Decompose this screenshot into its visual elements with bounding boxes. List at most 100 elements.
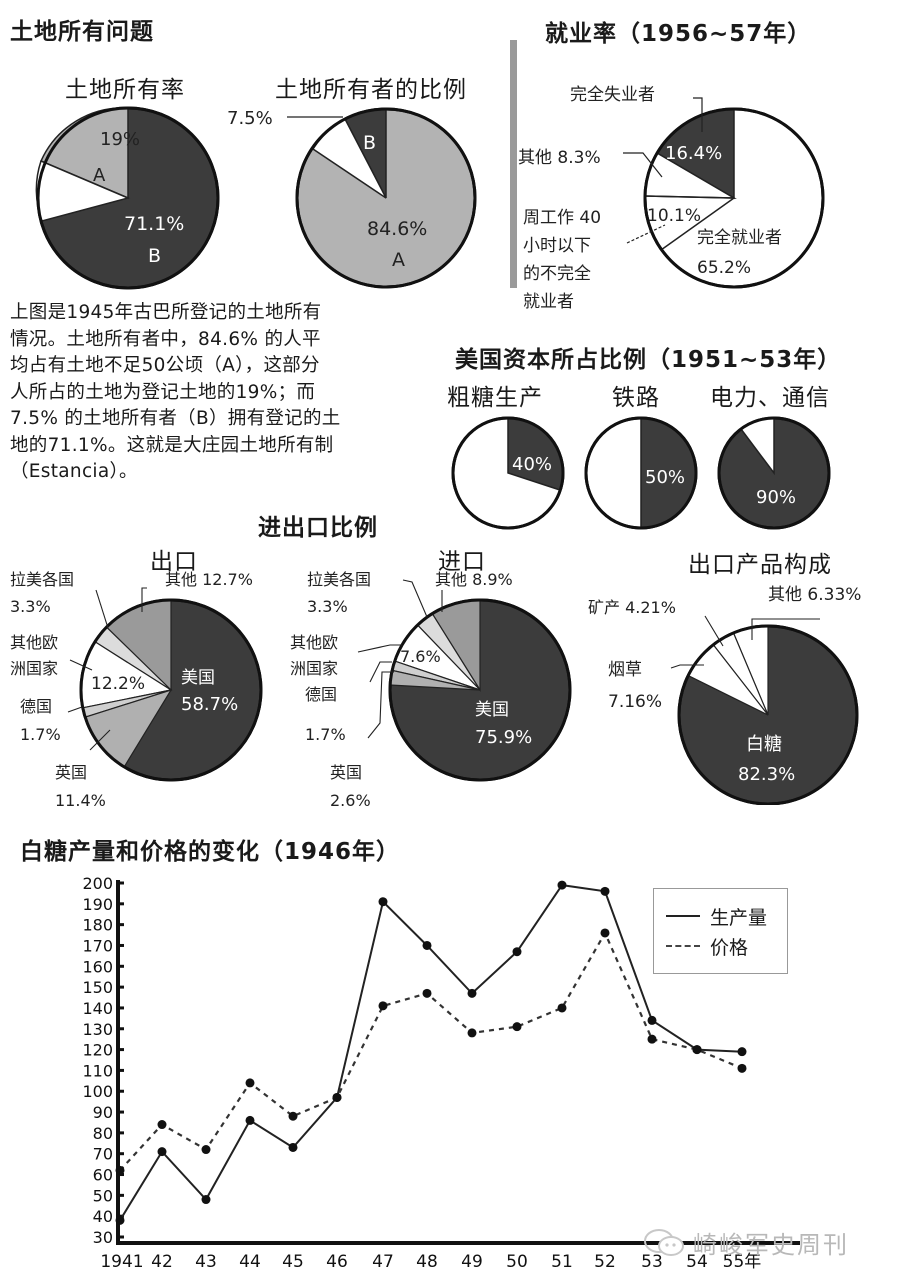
svg-text:70: 70 [93,1145,113,1164]
trade-title: 进出口比例 [258,515,378,541]
export-other-eu-pct: 12.2% [91,674,145,694]
pie2-b-callout: 7.5% [227,108,273,129]
sugar-chart-title: 白糖产量和价格的变化（1946年） [20,839,401,865]
svg-text:45: 45 [282,1252,304,1272]
export-latam-pct: 3.3% [10,597,51,616]
paragraph-line: 均占有土地不足50公顷（A），这部分 [10,355,320,376]
underemployed-label-3: 的不完全 [523,264,591,284]
underemployed-label-4: 就业者 [523,292,574,312]
import-other-eu-pct: 7.6% [400,647,441,666]
svg-text:53: 53 [641,1252,663,1272]
svg-text:180: 180 [82,916,113,935]
svg-text:120: 120 [82,1041,113,1060]
svg-text:55年: 55年 [723,1252,762,1272]
underemployed-label-1: 周工作 40 [523,208,601,228]
other-export-label: 其他 6.33% [768,585,861,605]
paragraph-line: 地的71.1%。这就是大庄园土地所有制 [10,434,334,456]
employment-pie: 完全失业者 16.4% 其他 8.3% 10.1% 周工作 40 小时以下 的不… [518,85,825,312]
land-section-title: 土地所有问题 [10,19,154,45]
pie1-b-label: B [148,245,161,267]
power-us-pct: 90% [756,487,796,508]
pie1-a-pct: 19% [100,129,140,150]
pie1-a-label: A [93,165,106,186]
svg-text:190: 190 [82,895,113,914]
svg-text:51: 51 [551,1252,573,1272]
export-other-label: 其他 12.7% [165,570,253,589]
export-germany-pct: 1.7% [20,725,61,744]
us-capital-title: 美国资本所占比例（1951~53年） [455,347,842,373]
export-latam-label: 拉美各国 [10,570,74,589]
price-line [119,930,743,1172]
svg-text:44: 44 [239,1252,261,1272]
sugar-export-label: 白糖 [746,734,782,755]
legend-price: 价格 [654,931,787,961]
wechat-icon [644,1228,684,1256]
svg-text:54: 54 [686,1252,708,1272]
svg-text:90: 90 [93,1103,113,1122]
paragraph-line: 7.5% 的土地所有者（B）拥有登记的土 [10,408,341,429]
legend-price-label: 价格 [710,936,749,959]
underemployed-label-2: 小时以下 [523,236,591,256]
us-capital-power-pie: 90% [717,416,831,530]
unemployed-label: 完全失业者 [570,85,655,105]
import-other-eu-label-2: 洲国家 [290,659,338,678]
import-usa-label: 美国 [475,700,509,720]
svg-text:49: 49 [461,1252,483,1272]
pie2-a-label: A [392,249,405,271]
mineral-export-label: 矿产 4.21% [588,598,676,617]
import-latam-label: 拉美各国 [307,570,371,589]
import-germany-label: 德国 [305,685,337,704]
svg-text:50: 50 [93,1186,113,1205]
svg-text:100: 100 [82,1082,113,1101]
paragraph-line: 情况。土地所有者中，84.6% 的人平 [10,328,321,350]
import-title: 进口 [438,549,486,575]
legend-production-label: 生产量 [710,906,768,929]
svg-text:50: 50 [506,1252,528,1272]
svg-text:30: 30 [93,1228,113,1247]
paragraph-line: 上图是1945年古巴所登记的土地所有 [10,302,322,323]
export-usa-label: 美国 [181,668,215,688]
svg-text:140: 140 [82,999,113,1018]
svg-text:200: 200 [82,874,113,893]
employed-pct: 65.2% [697,258,751,278]
sugar-us-pct: 40% [512,454,552,475]
import-other-eu-label-1: 其他欧 [290,633,338,652]
landowner-ratio-title: 土地所有者的比例 [275,77,467,103]
import-uk-label: 英国 [330,763,362,782]
svg-text:60: 60 [93,1166,113,1185]
us-capital-label-power: 电力、通信 [710,385,830,411]
import-usa-pct: 75.9% [475,727,532,748]
import-pie: 美国 75.9% 7.6% 拉美各国 3.3% 其他 8.9% 其他欧 洲国家 … [290,570,572,810]
svg-text:170: 170 [82,936,113,955]
export-pie: 美国 58.7% 12.2% 拉美各国 3.3% 其他 12.7% 其他欧 洲国… [10,570,263,810]
svg-text:130: 130 [82,1020,113,1039]
export-uk-label: 英国 [55,763,87,782]
other-employment-label: 其他 8.3% [518,148,601,168]
export-usa-pct: 58.7% [181,694,238,715]
svg-text:42: 42 [151,1252,173,1272]
watermark: 崎峻军史周刊 [643,1225,849,1260]
underemployed-pct: 10.1% [647,206,701,226]
pie2-a-pct: 84.6% [367,218,427,240]
export-other-eu-label-1: 其他欧 [10,633,58,652]
unemployed-pct: 16.4% [665,143,722,164]
svg-text:110: 110 [82,1061,113,1080]
production-line [119,884,743,1221]
svg-text:1941: 1941 [100,1252,143,1272]
export-title: 出口 [150,549,198,575]
us-capital-label-sugar: 粗糖生产 [447,385,543,411]
svg-text:47: 47 [372,1252,394,1272]
import-latam-pct: 3.3% [307,597,348,616]
svg-text:160: 160 [82,957,113,976]
legend-production: 生产量 [654,901,787,931]
landowner-ratio-pie: 7.5% B 84.6% A [227,107,477,289]
export-germany-label: 德国 [20,697,52,716]
svg-text:43: 43 [195,1252,217,1272]
export-uk-pct: 11.4% [55,791,106,810]
svg-text:40: 40 [93,1207,113,1226]
svg-text:48: 48 [416,1252,438,1272]
import-other-label: 其他 8.9% [435,570,513,589]
sugar-export-pct: 82.3% [738,764,795,785]
x-axis-ticks: 1941 42 43 44 45 46 47 48 49 50 51 52 53 54 55年 [100,1252,761,1272]
data-points [115,880,747,1225]
